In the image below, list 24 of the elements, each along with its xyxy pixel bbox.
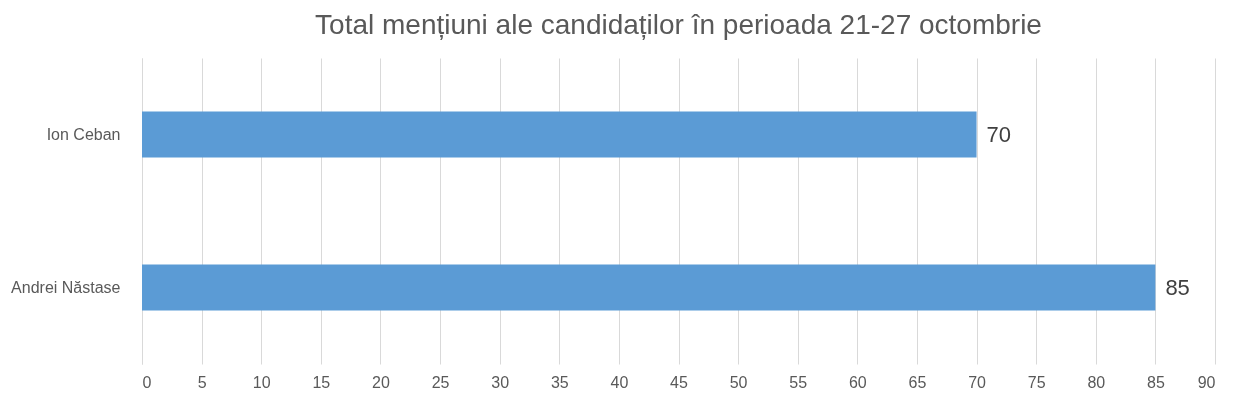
x-tick-label: 0: [142, 373, 152, 391]
x-tick-label: 25: [431, 373, 450, 391]
x-tick-label: 15: [312, 373, 331, 391]
x-tick-label: 20: [372, 373, 390, 391]
x-tick-label: 5: [197, 373, 207, 391]
x-tick-label: 75: [1027, 373, 1046, 391]
data-label: 85: [1165, 274, 1190, 300]
data-label: 70: [986, 121, 1012, 147]
x-tick-label: 30: [491, 373, 510, 391]
x-tick-label: 85: [1146, 373, 1165, 391]
x-tick-label: 70: [968, 373, 987, 391]
chart-title: Total mențiuni ale candidaților în perioada 21-27 octombrie: [315, 9, 1042, 40]
x-tick-label: 35: [550, 373, 569, 391]
x-tick-label: 60: [848, 373, 867, 391]
x-tick-label: 65: [908, 373, 927, 391]
x-tick-label: 45: [670, 373, 688, 391]
x-tick-label: 80: [1087, 373, 1106, 391]
x-tick-label: 55: [789, 373, 808, 391]
y-tick-label: Andrei Năstase: [11, 278, 121, 296]
y-tick-label: Ion Ceban: [46, 125, 121, 143]
x-tick-label: 90: [1197, 373, 1216, 391]
x-tick-label: 50: [729, 373, 748, 391]
x-tick-label: 10: [252, 373, 271, 391]
x-tick-label: 40: [610, 373, 629, 391]
